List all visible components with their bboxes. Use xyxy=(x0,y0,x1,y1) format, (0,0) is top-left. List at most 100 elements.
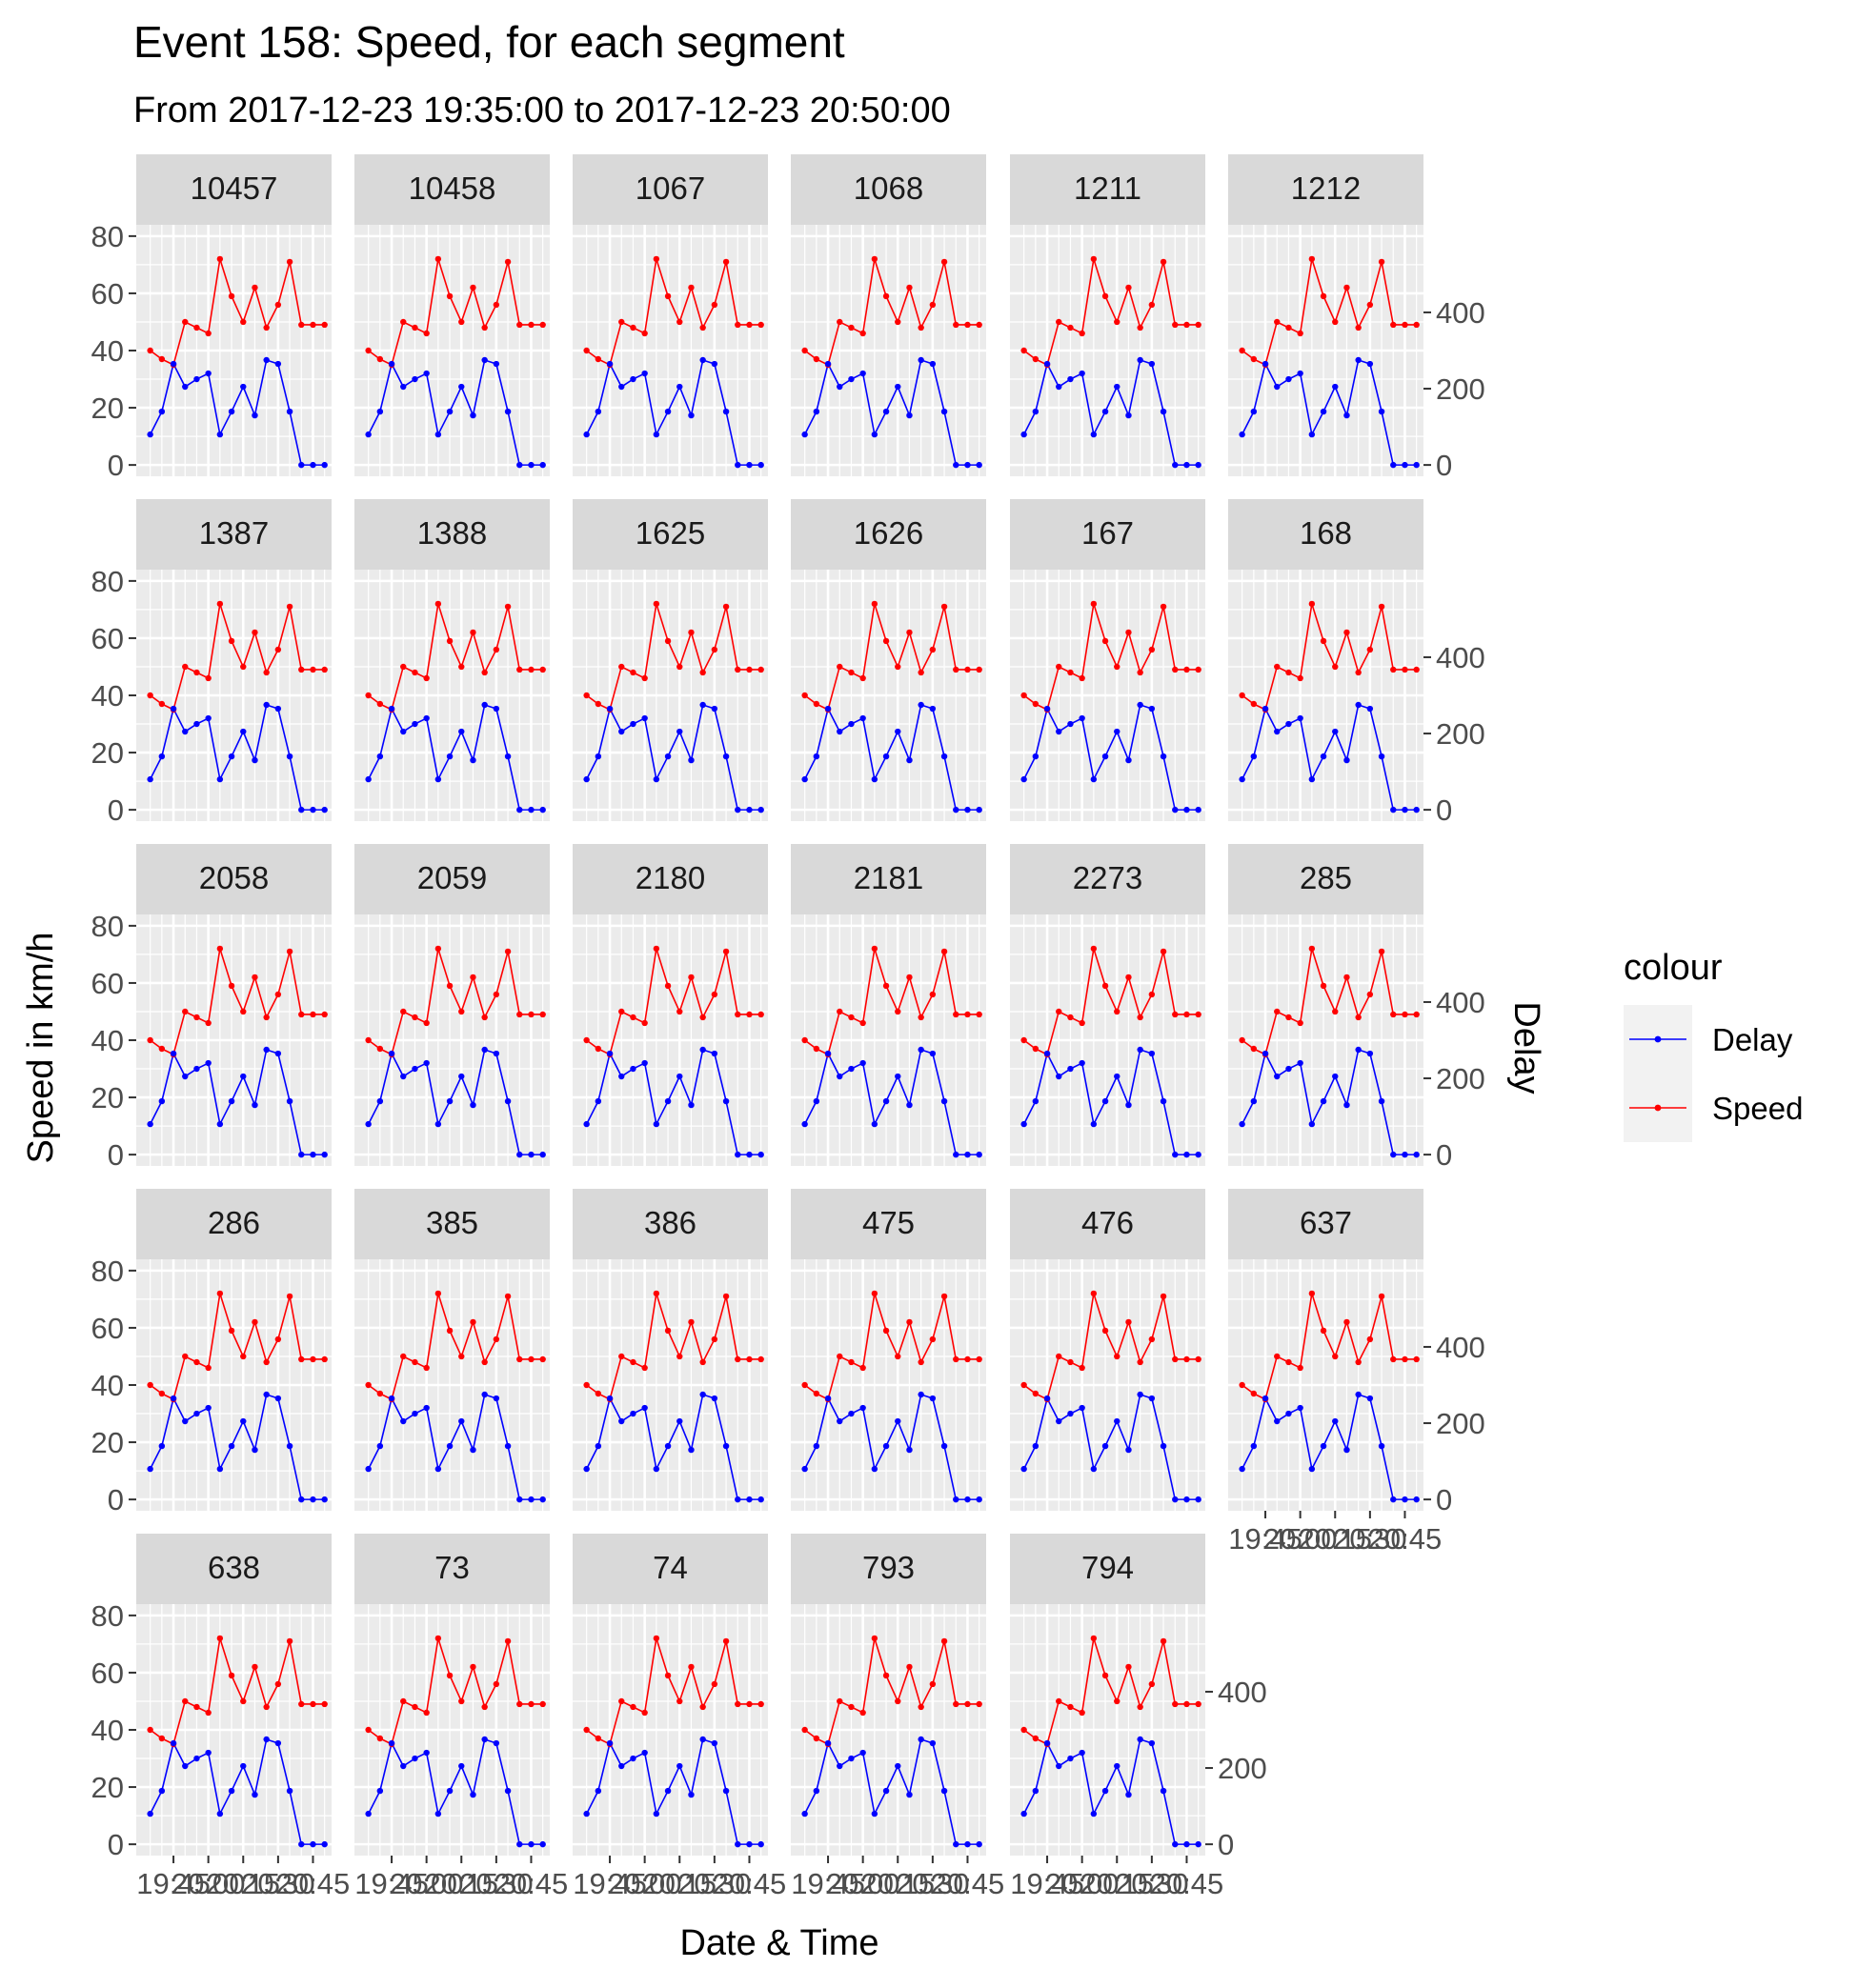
delay-point xyxy=(813,753,820,760)
speed-point xyxy=(205,330,212,337)
delay-point xyxy=(516,1840,523,1848)
delay-point xyxy=(1413,1151,1420,1158)
speed-point xyxy=(1390,321,1397,329)
delay-point xyxy=(722,753,730,760)
delay-point xyxy=(595,753,602,760)
speed-point xyxy=(274,1335,282,1343)
speed-point xyxy=(953,321,959,329)
speed-point xyxy=(1343,1318,1350,1326)
delay-point xyxy=(365,1120,372,1128)
speed-point xyxy=(906,629,913,636)
speed-point xyxy=(953,1011,959,1018)
delay-point xyxy=(539,1840,546,1848)
speed-point xyxy=(216,600,224,608)
delay-point xyxy=(1148,1050,1156,1057)
facet-strip xyxy=(354,844,550,914)
speed-point xyxy=(882,637,890,645)
speed-line xyxy=(586,603,761,712)
delay-point xyxy=(1343,1446,1350,1454)
y-tick-label: 40 xyxy=(91,1024,124,1057)
speed-point xyxy=(1285,324,1292,331)
speed-point xyxy=(1160,948,1167,955)
delay-point xyxy=(1390,1496,1397,1503)
speed-point xyxy=(1274,1008,1281,1015)
delay-point xyxy=(1308,1465,1316,1473)
speed-point xyxy=(618,1008,625,1015)
delay-point xyxy=(813,1787,820,1795)
speed-point xyxy=(848,1703,855,1711)
speed-point xyxy=(688,1318,695,1326)
delay-line xyxy=(1022,1393,1199,1500)
speed-point xyxy=(376,1735,384,1742)
delay-point xyxy=(1101,753,1109,760)
speed-point xyxy=(837,663,843,671)
delay-point xyxy=(481,701,488,709)
speed-point xyxy=(813,1390,820,1397)
speed-point xyxy=(630,1703,636,1711)
speed-point xyxy=(882,1327,890,1335)
delay-point xyxy=(310,1840,316,1848)
speed-point xyxy=(252,629,258,636)
delay-line xyxy=(1022,1737,1199,1845)
speed-point xyxy=(711,991,718,998)
speed-point xyxy=(595,1735,602,1742)
delay-point xyxy=(940,753,948,760)
delay-point xyxy=(1148,1395,1156,1402)
speed-line xyxy=(1241,603,1417,712)
delay-point xyxy=(147,1810,153,1817)
speed-point xyxy=(918,1358,924,1366)
speed-point xyxy=(940,1293,948,1300)
delay-point xyxy=(470,1446,476,1454)
facet-label: 1387 xyxy=(199,515,269,551)
delay-point xyxy=(746,461,753,469)
delay-point xyxy=(895,1073,901,1080)
delay-point xyxy=(1195,1840,1201,1848)
speed-point xyxy=(940,1637,948,1645)
speed-point xyxy=(434,1635,442,1642)
delay-point xyxy=(1043,1739,1051,1747)
speed-point xyxy=(310,666,316,673)
delay-point xyxy=(1148,705,1156,713)
speed-point xyxy=(1056,1697,1062,1705)
delay-point xyxy=(918,701,924,709)
delay-point xyxy=(1172,1496,1179,1503)
speed-point xyxy=(423,674,430,682)
facet-label: 794 xyxy=(1081,1550,1134,1585)
delay-point xyxy=(940,408,948,415)
delay-point xyxy=(310,1151,316,1158)
speed-point xyxy=(298,1011,305,1018)
facet-strip xyxy=(136,1189,332,1259)
delay-point xyxy=(940,1097,948,1105)
speed-point xyxy=(528,1011,535,1018)
speed-point xyxy=(263,1358,270,1366)
facet-strip xyxy=(791,1534,986,1604)
speed-point xyxy=(813,355,820,363)
delay-point xyxy=(711,360,718,368)
x-tick-label: 20:00 xyxy=(608,1867,682,1900)
delay-point xyxy=(147,775,153,783)
delay-point xyxy=(929,1739,937,1747)
facet-panel: 1626 xyxy=(791,499,986,821)
delay-point xyxy=(528,1151,535,1158)
delay-point xyxy=(1090,775,1098,783)
delay-point xyxy=(1262,1395,1269,1402)
speed-point xyxy=(964,1700,971,1708)
y2-tick-label: 400 xyxy=(1218,1676,1267,1709)
delay-point xyxy=(837,1073,843,1080)
x-tick-label: 19:45 xyxy=(1010,1867,1084,1900)
speed-point xyxy=(539,321,546,329)
speed-point xyxy=(365,347,372,354)
speed-point xyxy=(1402,1011,1408,1018)
delay-point xyxy=(964,1840,971,1848)
speed-point xyxy=(539,1700,546,1708)
speed-point xyxy=(918,1703,924,1711)
delay-point xyxy=(735,806,741,813)
delay-point xyxy=(376,1097,384,1105)
speed-point xyxy=(1172,1011,1179,1018)
delay-point xyxy=(722,1442,730,1450)
speed-point xyxy=(859,674,866,682)
speed-point xyxy=(871,600,878,608)
delay-point xyxy=(1239,775,1245,783)
facet-label: 1068 xyxy=(854,171,923,206)
x-tick-label: 20:30 xyxy=(241,1867,315,1900)
